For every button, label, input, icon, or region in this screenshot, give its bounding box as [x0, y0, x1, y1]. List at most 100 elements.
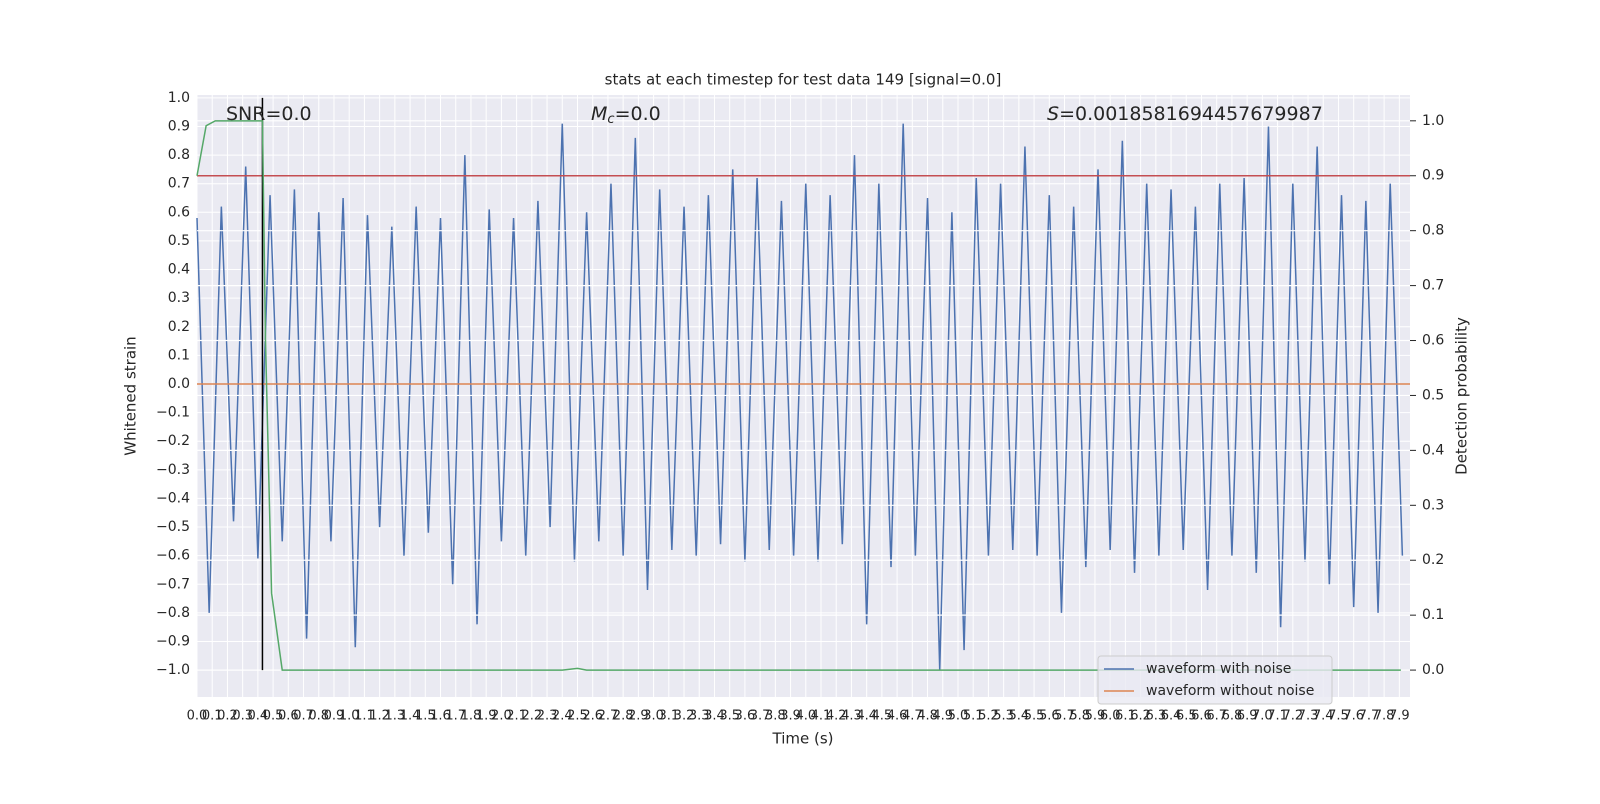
x-tick-label: 0.8	[308, 709, 329, 724]
x-tick-label: 0.4	[248, 709, 269, 724]
x-tick-label: 1.9	[476, 709, 497, 724]
x-tick-label: 6.4	[1161, 709, 1182, 724]
x-tick-label: 3.2	[674, 709, 695, 724]
legend-box	[1097, 655, 1333, 705]
y2-tick-label: 0.5	[1422, 387, 1444, 403]
y-tick-label: 0.7	[168, 176, 190, 192]
x-tick-label: 2.6	[582, 709, 603, 724]
x-tick-label: 1.4	[400, 709, 421, 724]
x-tick-label: 6.8	[1222, 709, 1243, 724]
x-tick-label: 3.3	[689, 709, 710, 724]
x-tick-label: 1.0	[339, 709, 360, 724]
y-tick-label: −0.3	[156, 462, 190, 478]
x-tick-label: 7.9	[1389, 709, 1410, 724]
x-tick-label: 4.8	[917, 709, 938, 724]
annotation-part: SNR=0.0	[226, 103, 312, 125]
x-tick-label: 3.5	[719, 709, 740, 724]
x-tick-label: 6.2	[1130, 709, 1151, 724]
x-tick-label: 0.0	[187, 709, 208, 724]
x-tick-label: 3.0	[643, 709, 664, 724]
x-tick-label: 7.5	[1328, 709, 1349, 724]
x-tick-label: 6.5	[1176, 709, 1197, 724]
y-tick-label: −1.0	[156, 662, 190, 678]
x-tick-label: 5.5	[1024, 709, 1045, 724]
x-tick-label: 4.9	[932, 709, 953, 724]
y-tick-label: −0.4	[156, 490, 190, 506]
x-tick-label: 5.7	[1054, 709, 1075, 724]
x-tick-label: 3.8	[765, 709, 786, 724]
annotation-part: =0.0018581694457679987	[1059, 103, 1323, 125]
x-tick-label: 3.9	[780, 709, 801, 724]
x-tick-label: 4.5	[872, 709, 893, 724]
x-tick-label: 0.6	[278, 709, 299, 724]
y-tick-label: −0.2	[156, 433, 190, 449]
x-tick-label: 3.4	[704, 709, 725, 724]
y-tick-label: 0.8	[168, 147, 190, 163]
y2-tick-label: 0.0	[1422, 662, 1444, 678]
y2-tick-label: 0.2	[1422, 552, 1444, 568]
annotation: SNR=0.0	[226, 103, 312, 125]
legend-label: waveform without noise	[1146, 683, 1314, 699]
y-tick-label: 0.1	[168, 347, 190, 363]
annotation-part: =0.0	[615, 103, 661, 125]
x-tick-label: 6.3	[1145, 709, 1166, 724]
annotation-part: M	[591, 103, 607, 125]
x-tick-label: 7.2	[1282, 709, 1303, 724]
annotation: S=0.0018581694457679987	[1047, 103, 1323, 125]
y-tick-label: 0.3	[168, 290, 190, 306]
x-tick-label: 1.1	[354, 709, 375, 724]
y-tick-label: −0.8	[156, 605, 190, 621]
x-tick-label: 5.8	[1069, 709, 1090, 724]
chart-title: stats at each timestep for test data 149…	[605, 71, 1002, 89]
x-tick-label: 4.3	[841, 709, 862, 724]
y-tick-label: 0.9	[168, 118, 190, 134]
x-tick-label: 2.7	[598, 709, 619, 724]
x-tick-label: 7.1	[1267, 709, 1288, 724]
x-tick-label: 2.3	[537, 709, 558, 724]
x-tick-label: 5.4	[1009, 709, 1030, 724]
y2-tick-label: 0.8	[1422, 223, 1444, 239]
x-tick-label: 1.5	[415, 709, 436, 724]
x-tick-label: 2.0	[491, 709, 512, 724]
x-tick-label: 5.9	[1085, 709, 1106, 724]
x-tick-label: 7.0	[1252, 709, 1273, 724]
x-tick-label: 7.3	[1298, 709, 1319, 724]
y-tick-label: 1.0	[168, 90, 190, 106]
x-tick-label: 5.3	[993, 709, 1014, 724]
x-tick-label: 4.7	[902, 709, 923, 724]
y-tick-label: −0.9	[156, 633, 190, 649]
annotation: Mc=0.0	[591, 103, 661, 127]
y-tick-label: 0.6	[168, 204, 190, 220]
x-tick-label: 1.6	[430, 709, 451, 724]
x-tick-label: 7.6	[1343, 709, 1364, 724]
y2-axis-label: Detection probability	[1453, 317, 1471, 475]
x-tick-label: 1.8	[461, 709, 482, 724]
x-tick-label: 1.7	[445, 709, 466, 724]
y2-tick-label: 0.9	[1422, 168, 1444, 184]
x-tick-label: 6.0	[1100, 709, 1121, 724]
x-tick-label: 3.7	[750, 709, 771, 724]
y-tick-label: −0.1	[156, 405, 190, 421]
y-tick-label: −0.6	[156, 548, 190, 564]
x-tick-label: 0.3	[232, 709, 253, 724]
x-tick-label: 6.7	[1206, 709, 1227, 724]
x-tick-label: 5.1	[963, 709, 984, 724]
x-tick-label: 5.2	[978, 709, 999, 724]
x-tick-label: 2.8	[613, 709, 634, 724]
x-tick-label: 3.1	[658, 709, 679, 724]
x-axis-label: Time (s)	[772, 730, 834, 748]
x-tick-label: 4.2	[826, 709, 847, 724]
x-tick-label: 0.5	[263, 709, 284, 724]
x-tick-label: 3.6	[735, 709, 756, 724]
x-tick-label: 5.6	[1039, 709, 1060, 724]
x-tick-label: 2.1	[506, 709, 527, 724]
y-tick-label: 0.0	[168, 376, 190, 392]
y-tick-label: 0.5	[168, 233, 190, 249]
x-tick-label: 6.9	[1237, 709, 1258, 724]
x-tick-label: 1.3	[385, 709, 406, 724]
x-tick-label: 0.7	[293, 709, 314, 724]
y-tick-label: 0.2	[168, 319, 190, 335]
y2-tick-label: 0.3	[1422, 497, 1444, 513]
series-line	[196, 123, 1404, 671]
